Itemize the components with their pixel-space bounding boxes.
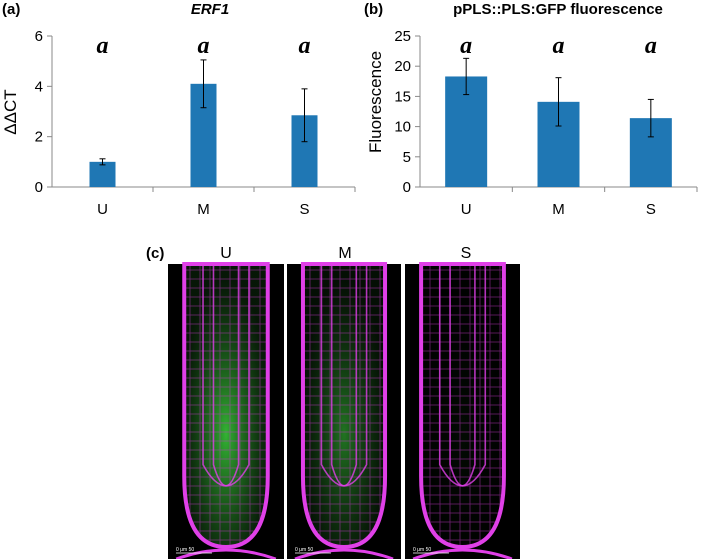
cell-file-line [449,264,476,487]
micrograph-panel: (c) U M S 0 μm 50 0 μm 50 0 μm 50 [146,245,520,559]
erf1-plot-area: 0 2 4 6 Ua Ma Sa [35,28,356,218]
micrograph-images: 0 μm 50 0 μm 50 0 μm 50 [168,262,520,559]
root-cap [175,548,277,559]
root-cap [412,548,513,559]
fluorescence-y-tick-label: 5 [403,149,411,166]
fluorescence-significance-s: a [645,33,657,59]
fluorescence-significance-u: a [460,33,472,59]
erf1-category-label-s: S [299,201,309,218]
erf1-y-tick-label: 2 [35,129,43,146]
micrograph-u: 0 μm 50 [168,262,284,559]
erf1-significance-u: a [97,33,109,59]
fluorescence-category-label-m: M [552,201,565,218]
micrograph-label-s: S [461,245,472,262]
erf1-bar-u [89,161,116,187]
fluorescence-chart: (b) pPLS::PLS:GFP fluorescence Fluoresce… [364,1,698,218]
erf1-significance-m: a [198,33,210,59]
micrograph-label-u: U [220,245,232,262]
fluorescence-y-tick-label: 20 [394,58,411,75]
cell-walls [421,264,504,547]
erf1-chart: (a) ERF1 ΔΔCT 0 2 4 6 Ua Ma Sa [1,1,356,218]
scale-bar-label: 0 μm 50 [413,547,431,553]
cell-file-line [212,264,240,487]
micrograph-s: 0 μm 50 [405,262,520,559]
fluorescence-y-axis-label: Fluorescence [366,51,385,153]
erf1-significance-s: a [299,33,311,59]
scale-bar-label: 0 μm 50 [295,547,313,553]
fluorescence-y-tick-label: 10 [394,119,411,136]
root-outline [419,262,506,550]
panel-label-b: (b) [364,1,383,18]
cell-file-line [330,264,358,487]
erf1-y-tick-label: 4 [35,78,43,95]
fluorescence-y-tick-label: 15 [394,88,411,105]
fluorescence-significance-m: a [553,33,565,59]
scale-bar-label: 0 μm 50 [176,547,194,553]
micrograph-m: 0 μm 50 [287,262,401,559]
cell-walls [302,264,386,547]
erf1-y-tick-label: 0 [35,179,43,196]
root-outline [182,262,270,550]
fluorescence-plot-area: 0 5 10 15 20 25 Ua Ma Sa [394,28,698,218]
erf1-y-tick-label: 6 [35,28,43,45]
panel-label-c: (c) [146,245,164,262]
fluorescence-chart-title: pPLS::PLS:GFP fluorescence [453,1,663,18]
fluorescence-y-tick-label: 25 [394,28,411,45]
micrograph-label-m: M [338,245,351,262]
erf1-category-label-m: M [197,201,210,218]
erf1-y-axis-label: ΔΔCT [1,89,20,134]
fluorescence-category-label-s: S [646,201,656,218]
cell-walls [184,264,268,547]
fluorescence-category-label-u: U [461,201,472,218]
root-cap [294,548,394,559]
fluorescence-y-tick-label: 0 [403,179,411,196]
root-outline [300,262,388,550]
erf1-chart-title: ERF1 [191,1,229,18]
panel-label-a: (a) [2,1,20,18]
erf1-category-label-u: U [97,201,108,218]
